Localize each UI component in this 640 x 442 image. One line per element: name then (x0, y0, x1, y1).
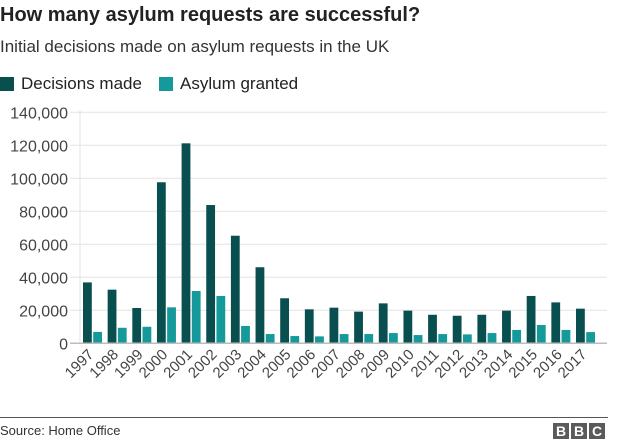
bar-decisions-made (156, 182, 166, 344)
bar-decisions-made (526, 295, 536, 344)
y-tick-label: 120,000 (10, 138, 68, 155)
bar-asylum-granted (191, 290, 201, 344)
bar-asylum-granted (241, 325, 250, 344)
bbc-logo-letter: C (589, 423, 605, 439)
y-tick-label: 100,000 (10, 171, 68, 188)
bar-asylum-granted (536, 324, 546, 344)
bar-asylum-granted (561, 329, 571, 344)
bar-decisions-made (255, 267, 265, 344)
bar-asylum-granted (265, 334, 275, 344)
bar-asylum-granted (512, 329, 522, 344)
bar-asylum-granted (93, 331, 102, 344)
bar-asylum-granted (290, 336, 300, 344)
bar-decisions-made (304, 309, 314, 344)
y-tick-label: 40,000 (19, 270, 68, 287)
bar-decisions-made (551, 302, 561, 344)
bar-decisions-made (477, 314, 487, 344)
bar-asylum-granted (487, 333, 497, 344)
bar-decisions-made (206, 205, 216, 344)
x-tick-label: 2017 (555, 346, 591, 382)
legend-item-decisions: Decisions made (0, 74, 142, 94)
bar-decisions-made (329, 307, 339, 344)
legend-item-granted: Asylum granted (159, 74, 298, 94)
legend-label-decisions: Decisions made (21, 74, 142, 93)
bar-asylum-granted (339, 334, 349, 344)
legend-label-granted: Asylum granted (180, 74, 299, 93)
bar-asylum-granted (364, 334, 374, 344)
bbc-logo-letter: B (553, 423, 569, 439)
bar-decisions-made (181, 143, 191, 344)
bbc-logo-letter: B (571, 423, 587, 439)
y-tick-label: 0 (59, 336, 68, 353)
bar-decisions-made (378, 303, 388, 344)
bar-decisions-made (230, 235, 240, 344)
bar-decisions-made (107, 289, 117, 344)
bar-decisions-made (428, 314, 437, 344)
chart-title: How many asylum requests are successful? (0, 4, 421, 26)
bar-asylum-granted (462, 334, 472, 344)
y-tick-label: 20,000 (19, 303, 68, 320)
bar-asylum-granted (413, 335, 423, 344)
y-tick-label: 140,000 (10, 105, 68, 122)
bbc-logo: B B C (553, 423, 605, 439)
bar-decisions-made (452, 315, 462, 344)
y-tick-label: 80,000 (19, 204, 68, 221)
bar-decisions-made (502, 310, 511, 344)
bar-decisions-made (403, 310, 413, 344)
bar-asylum-granted (389, 333, 398, 344)
chart-subtitle: Initial decisions made on asylum request… (0, 37, 390, 56)
bar-chart: 0 20,000 40,000 60,000 80,000 100,000 120,000 1… (10, 105, 607, 382)
bar-decisions-made (280, 298, 289, 344)
bar-asylum-granted (142, 326, 152, 344)
bar-asylum-granted (117, 327, 127, 344)
bar-decisions-made (354, 311, 363, 344)
source-note: Source: Home Office (0, 423, 121, 438)
bar-decisions-made (132, 307, 142, 344)
legend-swatch-decisions (0, 77, 14, 91)
bar-asylum-granted (167, 307, 176, 344)
y-tick-label: 60,000 (19, 237, 68, 254)
bar-asylum-granted (438, 334, 448, 344)
bar-asylum-granted (216, 295, 226, 344)
bar-decisions-made (83, 282, 92, 344)
bar-asylum-granted (315, 336, 324, 344)
footer-divider (0, 417, 608, 418)
bar-decisions-made (576, 308, 585, 344)
legend-swatch-granted (159, 77, 173, 91)
bar-asylum-granted (586, 332, 595, 344)
